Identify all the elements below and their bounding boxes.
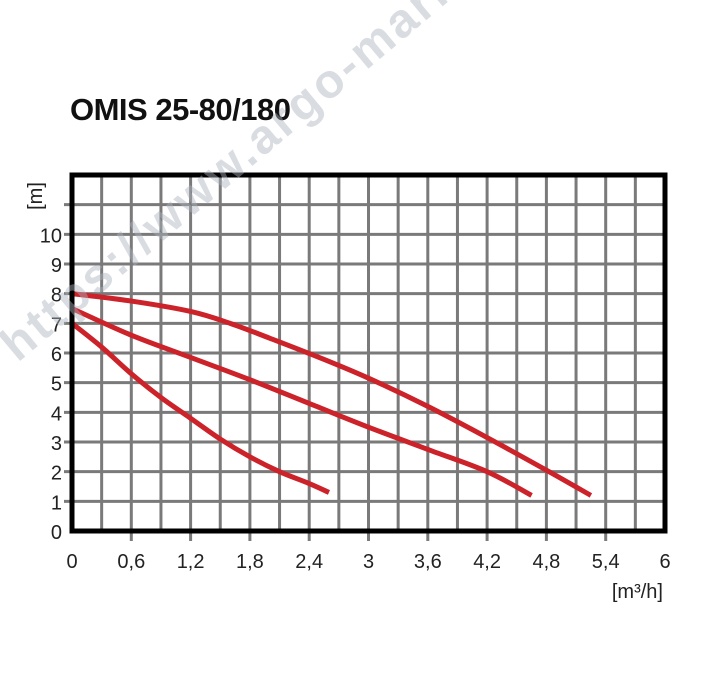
y-tick-label: 1 bbox=[51, 492, 62, 514]
y-tick-label: 8 bbox=[51, 285, 62, 307]
series-line-1 bbox=[71, 291, 593, 498]
y-tick-label: 10 bbox=[40, 225, 62, 247]
y-axis-label: [m] bbox=[25, 182, 47, 210]
y-tick-label: 5 bbox=[51, 374, 62, 396]
x-tick-label: 4,8 bbox=[532, 551, 560, 573]
grid bbox=[64, 175, 665, 541]
y-tick-label: 4 bbox=[51, 403, 62, 425]
y-tick-label: 3 bbox=[51, 433, 62, 455]
x-tick-label: 1,2 bbox=[177, 551, 205, 573]
series-line-2 bbox=[70, 306, 533, 498]
x-tick-label: 0 bbox=[66, 551, 77, 573]
x-tick-label: 3 bbox=[363, 551, 374, 573]
x-tick-label: 5,4 bbox=[592, 551, 620, 573]
series-line-3 bbox=[70, 321, 330, 495]
x-tick-label: 4,2 bbox=[473, 551, 501, 573]
x-tick-label: 3,6 bbox=[414, 551, 442, 573]
y-tick-label: 0 bbox=[51, 522, 62, 544]
x-tick-label: 6 bbox=[659, 551, 670, 573]
x-axis-label: [m³/h] bbox=[612, 581, 663, 603]
x-tick-label: 0,6 bbox=[117, 551, 145, 573]
y-tick-label: 9 bbox=[51, 255, 62, 277]
chart-title: OMIS 25-80/180 bbox=[70, 92, 291, 127]
y-tick-label: 7 bbox=[51, 314, 62, 336]
tick-labels: 0 0,6 1,2 1,8 2,4 3 3,6 4,2 4,8 5,4 6 0 1 2 3 4 5 6 7 8 9 10 bbox=[40, 225, 671, 573]
x-tick-label: 1,8 bbox=[236, 551, 264, 573]
plot-border bbox=[69, 172, 668, 534]
y-tick-label: 2 bbox=[51, 463, 62, 485]
y-tick-label: 6 bbox=[51, 344, 62, 366]
series-lines bbox=[70, 291, 593, 498]
x-tick-label: 2,4 bbox=[295, 551, 323, 573]
